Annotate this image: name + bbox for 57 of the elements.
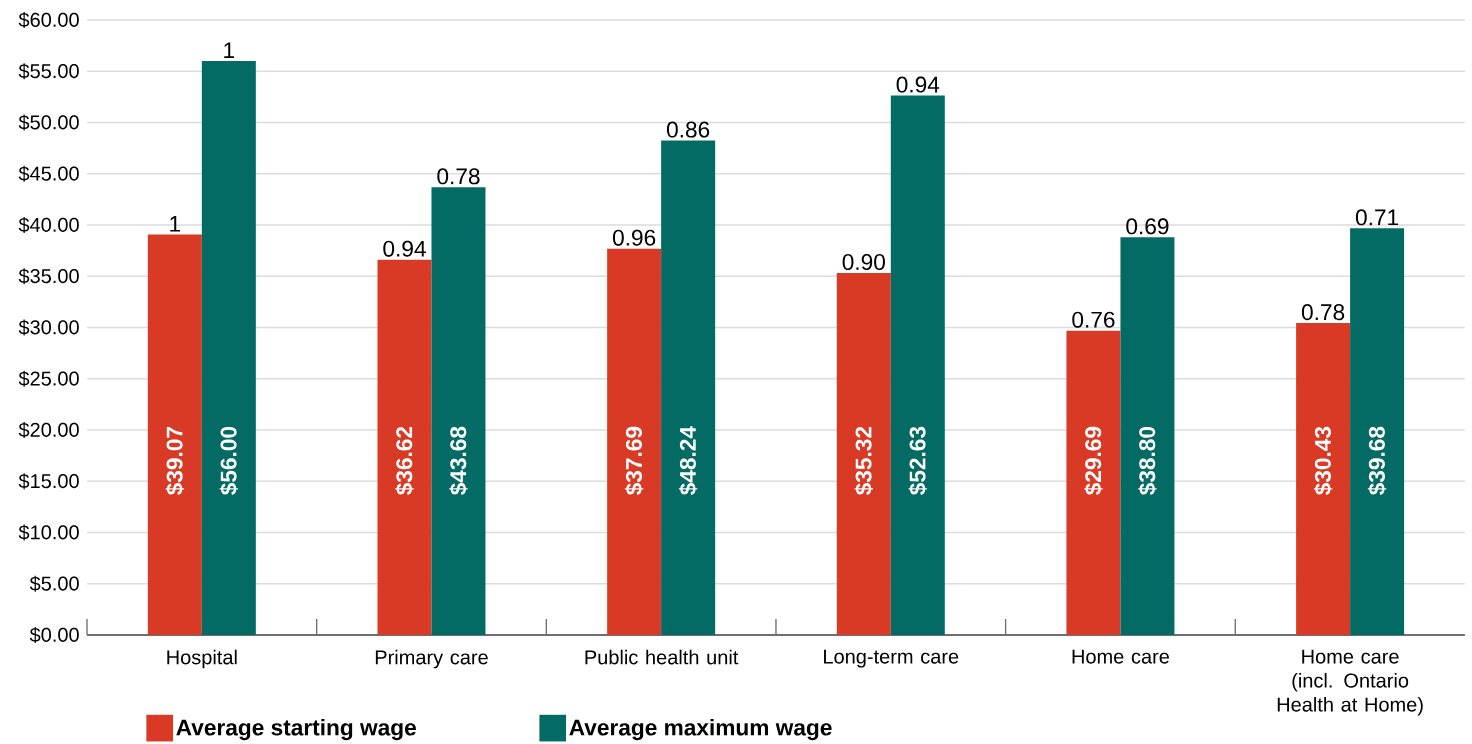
data-label: $35.32 <box>854 426 874 495</box>
bar <box>1296 323 1351 635</box>
y-tick-label: $15.00 <box>18 473 79 490</box>
y-tick-label: $50.00 <box>18 114 79 131</box>
annotation: 0.78 <box>1301 304 1345 321</box>
annotation: 1 <box>170 215 181 232</box>
bar <box>836 272 891 635</box>
y-tick-label: $0.00 <box>29 626 79 644</box>
bar <box>1066 330 1121 635</box>
bar <box>890 95 945 635</box>
data-label: $43.68 <box>449 426 468 495</box>
y-tick-label: $60.00 <box>18 11 79 29</box>
data-label: $29.69 <box>1084 426 1103 495</box>
bar <box>607 248 662 635</box>
bar <box>201 60 256 635</box>
data-label: $39.68 <box>1367 426 1387 495</box>
bar <box>147 234 202 635</box>
annotation: 0.69 <box>1126 218 1169 235</box>
data-label: $38.80 <box>1138 426 1157 495</box>
legend-label: Average maximum wage <box>569 718 832 741</box>
data-label: $48.24 <box>678 426 698 495</box>
bar <box>1120 237 1175 635</box>
y-tick-label: $10.00 <box>18 524 79 541</box>
y-tick-label: $35.00 <box>18 268 79 285</box>
annotation: 0.86 <box>666 121 710 138</box>
data-label: $39.07 <box>165 426 185 495</box>
bar <box>661 140 716 635</box>
y-tick-label: $40.00 <box>18 216 79 234</box>
annotation: 0.76 <box>1072 311 1115 328</box>
annotation: 0.94 <box>896 76 940 93</box>
x-tick-label: Primary care <box>375 649 488 669</box>
y-tick-label: $25.00 <box>18 370 79 387</box>
y-tick-label: $5.00 <box>29 575 79 592</box>
annotation: 0.94 <box>383 240 426 257</box>
x-tick-label: Public health unit <box>585 649 739 665</box>
legend-label: Average starting wage <box>176 718 416 741</box>
data-label: $36.62 <box>395 426 414 495</box>
x-tick-label: Home care (incl. Ontario Health at Home) <box>1277 649 1423 716</box>
annotation: 0.96 <box>612 229 656 246</box>
bar <box>1350 228 1405 635</box>
bar <box>377 259 432 635</box>
data-label: $30.43 <box>1313 426 1333 495</box>
y-tick-label: $45.00 <box>18 165 79 182</box>
x-tick-label: Long-term care <box>824 649 959 668</box>
annotation: 0.90 <box>842 253 885 270</box>
data-label: $37.69 <box>624 426 644 495</box>
data-label: $56.00 <box>219 426 239 495</box>
annotation: 0.78 <box>437 168 480 185</box>
annotation: 1 <box>224 42 235 59</box>
x-tick-label: Hospital <box>167 649 237 669</box>
x-tick-label: Home care <box>1072 649 1169 664</box>
data-label: $52.63 <box>908 426 928 495</box>
y-tick-label: $20.00 <box>18 421 79 439</box>
y-tick-label: $30.00 <box>18 319 79 336</box>
bar <box>431 187 486 635</box>
y-tick-label: $55.00 <box>18 63 79 80</box>
annotation: 0.71 <box>1355 209 1399 226</box>
